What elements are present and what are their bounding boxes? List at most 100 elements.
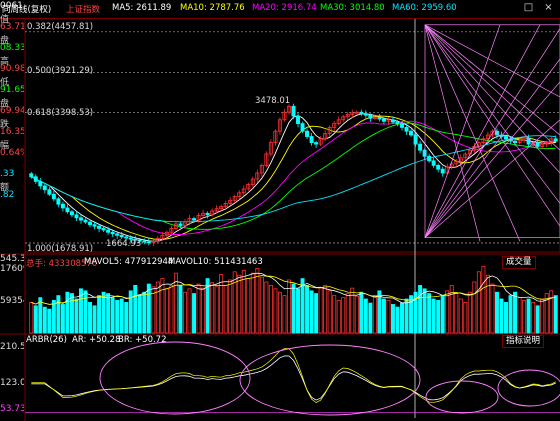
volume-bar [517,297,522,334]
volume-bar [314,293,319,334]
volume-bar [300,278,305,334]
volume-bar [51,299,56,334]
arbr-axis-top: 210.50 [0,342,24,352]
volume-bar [395,306,400,334]
candle-body [286,105,291,113]
candle-body [264,153,269,166]
volume-bar [332,295,337,334]
candle-body [544,142,549,145]
left-panel-label: 值 [0,14,10,25]
candle-body [183,221,187,226]
candle-body [327,127,332,134]
volume-bar [359,291,364,334]
candle-body [400,123,404,128]
candle-body [106,229,111,233]
volume-bar [178,284,183,334]
left-low-label: 545.36 [0,254,24,264]
mavol5-line [31,272,556,305]
candle-body [277,119,282,132]
volume-total-label: 总手: 433308570 [26,259,98,269]
mavol10-label: MAVOL10: 511431463 [168,257,263,267]
candle-body [300,123,305,132]
volume-bar [549,290,554,334]
candle-body [309,136,314,144]
volume-bar [47,308,52,334]
left-panel-label: 90.98 [0,64,24,74]
candle-body [282,111,287,121]
volume-bar [246,278,251,334]
volume-bar [553,295,558,334]
chart-header-bar: 同周线(复权) 上证指数 MA5: 2611.89 MA10: 2787.76 … [0,0,560,19]
volume-bar [250,272,255,334]
candle-body [490,130,495,136]
candle-body [332,123,337,128]
volume-bar [381,298,386,334]
candle-body [101,228,106,231]
candle-body [323,133,328,140]
volume-bar [404,298,409,334]
volume-bar [201,287,206,334]
volume-bar [494,291,499,334]
volume-bar [377,290,382,334]
volume-bar [513,291,518,334]
fan-line [424,58,560,238]
candle-body [427,155,432,162]
fan-line [424,24,560,174]
fan-line [424,24,481,242]
volume-bar [318,287,323,334]
volume-tab[interactable]: 成交量 [502,256,536,269]
volume-bar [192,293,197,334]
candle-body [133,238,138,241]
volume-bar [133,284,138,334]
volume-bar [354,295,359,334]
volume-bar [128,290,133,334]
volume-bar [164,288,169,334]
candle-body [196,215,201,221]
left-panel-label: 幅 [0,140,10,151]
candle-body [110,231,115,235]
candle-body [42,185,47,191]
fib-level-0618: 0.618(3398.53) [27,108,94,118]
candle-body [395,121,400,125]
volume-bar [413,291,418,334]
volume-bar [467,291,472,334]
br-line [31,348,556,404]
volume-bar [436,299,441,334]
left-panel-label: 额 [0,182,10,193]
ma20-line [31,120,556,235]
candle-body [291,105,296,117]
left-panel-label: 91.65 [0,85,24,95]
candle-body [137,239,142,242]
candle-body [345,114,350,118]
volume-bar [431,298,436,334]
volume-bar [305,284,310,334]
ma30-line [31,122,556,230]
volume-bar [187,288,192,334]
candle-body [151,240,156,243]
indicator-help-tab[interactable]: 指标说明 [502,335,545,348]
volume-bar [124,301,129,334]
volume-bar [345,293,350,334]
period-label[interactable]: 同周线(复权) [2,5,52,15]
volume-bar [454,293,459,334]
volume-bar [228,279,233,334]
restore-icon[interactable]: □ [523,2,534,13]
ellipse-annotation [239,344,421,416]
volume-bar [268,284,273,334]
ellipse-annotation [99,341,251,415]
left-panel-label: 0.64% [0,148,24,158]
candle-body [201,212,206,216]
volume-bar [223,284,228,334]
candle-body [363,113,368,116]
close-icon[interactable]: × [544,2,553,13]
candle-body [440,168,445,174]
volume-axis-top: 17609 [0,264,24,274]
fan-line [424,24,560,227]
candle-body [128,237,133,240]
volume-bar [56,295,61,334]
index-name[interactable]: 上证指数 [66,5,101,15]
fan-line [424,24,541,238]
volume-bar [101,291,106,334]
candle-body [38,180,43,187]
volume-bar [535,305,540,334]
